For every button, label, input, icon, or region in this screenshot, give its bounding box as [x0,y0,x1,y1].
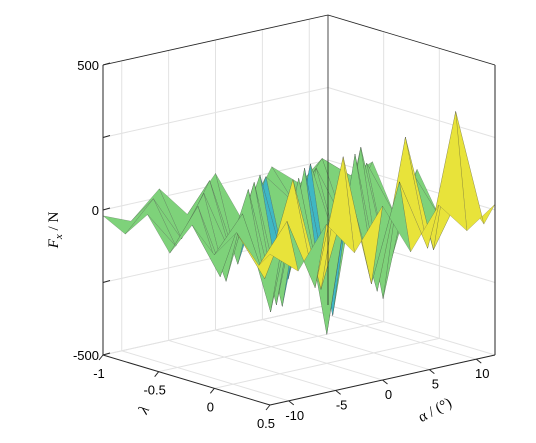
floor-grid-y [309,308,477,360]
y-axis-title: α / (°) [416,395,455,426]
y-tick-mark [382,379,388,385]
y-tick-label: -5 [336,397,348,412]
y-tick-label: -10 [285,408,304,423]
surface-patch [258,220,299,272]
x-tick-mark [98,354,104,361]
z-tick-mark [102,207,111,211]
y-tick-mark [335,390,341,395]
z-tick-label: -500 [73,348,99,363]
top-edge [102,14,329,66]
axis-layer [98,14,496,411]
x-tick-label: -1 [93,366,105,381]
z-axis-title: Fx / N [46,212,65,250]
x-tick-label: -0.5 [143,383,165,398]
x-tick-label: 0 [207,399,214,414]
z-tick-mark [102,280,111,283]
x-axis-line [102,354,271,406]
top-edge [327,14,496,66]
z-tick-mark [102,62,111,66]
floor-grid-y [121,350,289,402]
floor-grid-y [262,319,430,371]
z-tick-mark [102,135,111,138]
x-axis-title: λ [135,403,153,418]
y-tick-mark [475,358,482,364]
y-tick-label: 5 [432,377,439,392]
floor-grid-y [168,339,336,391]
x-tick-mark [265,404,271,411]
surface-layer [102,111,496,335]
z-tick-mark [102,352,111,356]
y-tick-label: 0 [385,387,392,402]
x-tick-mark [154,371,160,377]
wall-grid-z [327,304,496,356]
x-tick-mark [209,388,215,394]
y-tick-label: 10 [475,366,489,381]
y-tick-mark [429,369,435,374]
y-tick-mark [288,400,295,406]
z-tick-label: 500 [77,58,99,73]
x-tick-label: 0.5 [257,416,275,431]
z-tick-label: 0 [92,203,99,218]
wall-grid-z [327,87,496,138]
floor-grid-y [215,329,383,381]
